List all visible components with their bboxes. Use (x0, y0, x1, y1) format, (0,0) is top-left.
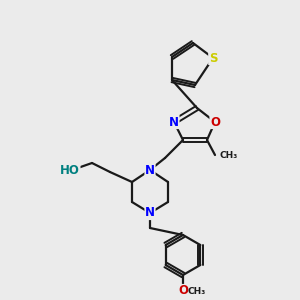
Text: S: S (209, 52, 217, 64)
Text: N: N (145, 206, 155, 220)
Text: N: N (169, 116, 179, 128)
Text: N: N (145, 164, 155, 176)
Text: CH₃: CH₃ (220, 151, 238, 160)
Text: O: O (178, 284, 188, 298)
Text: HO: HO (60, 164, 80, 176)
Text: CH₃: CH₃ (187, 286, 205, 296)
Text: O: O (210, 116, 220, 128)
